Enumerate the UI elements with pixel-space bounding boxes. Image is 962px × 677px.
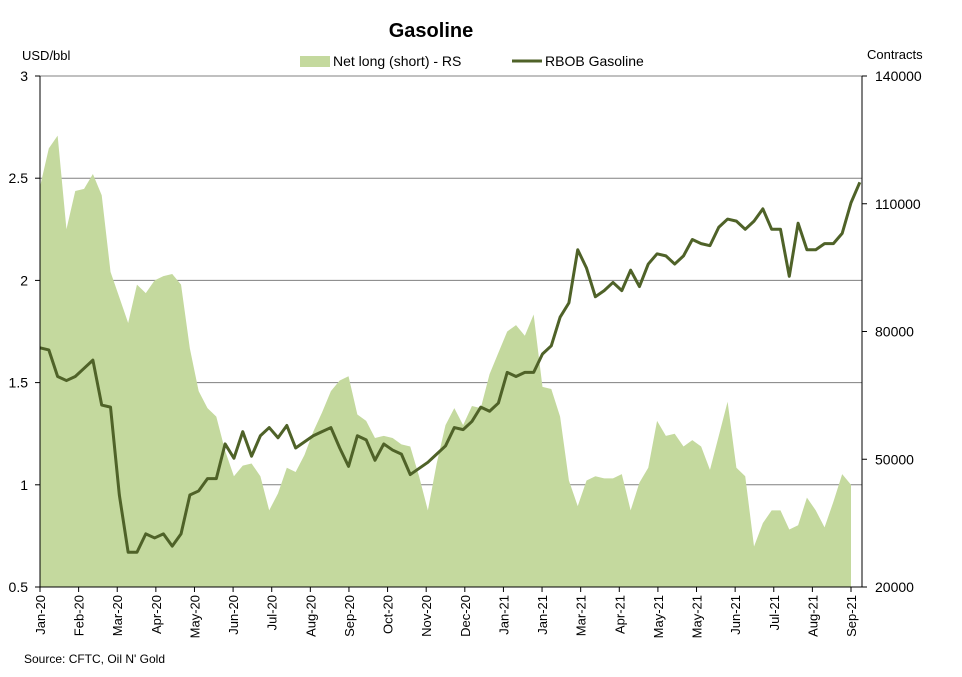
legend-label-line: RBOB Gasoline [545, 53, 644, 69]
x-tick-label: May-21 [690, 595, 705, 638]
legend: Net long (short) - RS RBOB Gasoline [300, 53, 644, 69]
x-tick-label: Jul-20 [265, 595, 280, 630]
left-tick-labels: 0.5 1 1.5 2 2.5 3 [9, 68, 40, 595]
x-tick-label: Mar-21 [574, 595, 589, 636]
x-tick-label: Aug-21 [805, 595, 820, 637]
x-tick-label: Jan-20 [33, 595, 48, 635]
legend-swatch-area [300, 56, 330, 67]
x-tick-label: Sep-20 [342, 595, 357, 637]
x-tick-label: Apr-21 [612, 595, 627, 634]
chart-title: Gasoline [389, 20, 473, 42]
x-tick-label: May-21 [651, 595, 666, 638]
left-tick-label: 1.5 [9, 375, 29, 391]
x-tick-label: Aug-20 [303, 595, 318, 637]
x-tick-label: Feb-20 [72, 595, 87, 636]
right-tick-label: 50000 [875, 451, 914, 467]
x-tick-label: Dec-20 [458, 595, 473, 637]
right-tick-label: 20000 [875, 579, 914, 595]
left-tick-label: 2 [20, 272, 28, 288]
x-tick-label: Sep-21 [844, 595, 859, 637]
x-tick-label: Jan-21 [535, 595, 550, 635]
net-long-area [40, 135, 851, 587]
x-tick-label: Jul-21 [767, 595, 782, 630]
right-tick-label: 80000 [875, 324, 914, 340]
rbob-gasoline-line [39, 181, 862, 554]
left-tick-label: 3 [20, 68, 28, 84]
source-note: Source: CFTC, Oil N' Gold [24, 652, 165, 666]
left-tick-label: 2.5 [9, 170, 29, 186]
x-tick-label: Oct-20 [381, 595, 396, 634]
x-tick-label: Jun-21 [728, 595, 743, 635]
right-tick-label: 110000 [875, 196, 921, 212]
x-tick-label: Jun-20 [226, 595, 241, 635]
x-tick-labels: Jan-20 Feb-20 Mar-20 Apr-20 May-20 Jun-20 Jul-… [33, 587, 859, 638]
right-tick-labels: 20000 50000 80000 110000 140000 [862, 68, 922, 595]
left-tick-label: 0.5 [9, 579, 29, 595]
x-tick-label: Mar-20 [110, 595, 125, 636]
x-tick-label: Jan-21 [496, 595, 511, 635]
x-tick-label: Nov-20 [419, 595, 434, 637]
left-axis-label: USD/bbl [22, 48, 71, 63]
x-tick-label: May-20 [187, 595, 202, 638]
legend-label-area: Net long (short) - RS [333, 53, 461, 69]
right-tick-label: 140000 [875, 68, 922, 84]
left-tick-label: 1 [20, 477, 28, 493]
right-axis-label: Contracts [867, 47, 923, 62]
x-tick-label: Apr-20 [149, 595, 164, 634]
